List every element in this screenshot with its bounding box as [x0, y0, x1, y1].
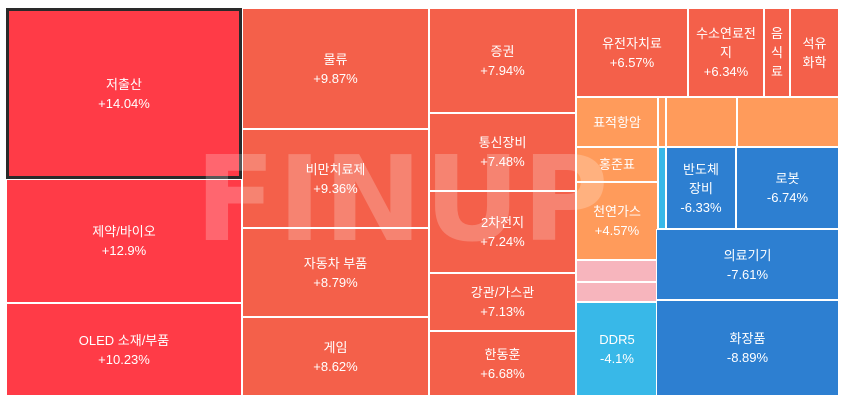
tile-change: +6.68%: [480, 365, 525, 381]
tile-name: 한동훈: [484, 346, 521, 362]
tile-change: +8.62%: [313, 358, 358, 374]
tile-name: 증권: [490, 43, 515, 59]
tile-change: +4.57%: [594, 223, 640, 238]
treemap-tile[interactable]: OLED 소재/부품 +10.23%: [6, 303, 242, 396]
tile-name: 통신장비: [478, 135, 527, 150]
treemap-tile[interactable]: 의료기기 -7.61%: [656, 229, 839, 300]
treemap-tile[interactable]: 로봇 -6.74%: [736, 147, 839, 229]
tile-change: +8.79%: [313, 274, 358, 290]
treemap-tile[interactable]: 화장품 -8.89%: [656, 300, 839, 396]
tile-change: +12.9%: [101, 243, 147, 258]
tile-change: +9.87%: [313, 70, 358, 86]
tile-name: 유전자치료: [602, 35, 662, 51]
tile-name: DDR5: [599, 332, 635, 347]
treemap-tile[interactable]: 자동차 부품 +8.79%: [242, 228, 429, 317]
treemap-tile[interactable]: 홍준표: [576, 147, 658, 182]
treemap-tile[interactable]: 한동훈 +6.68%: [429, 331, 576, 396]
treemap-tile[interactable]: [666, 97, 737, 147]
treemap-tile[interactable]: 저출산 +14.04%: [6, 8, 242, 179]
treemap-tile[interactable]: [576, 260, 658, 282]
tile-change: +9.36%: [313, 180, 358, 196]
tile-name: 자동차 부품: [303, 255, 368, 271]
treemap-tile[interactable]: 음 식 료: [764, 8, 790, 97]
tile-change: -4.1%: [600, 351, 634, 366]
treemap-tile[interactable]: [576, 282, 658, 302]
tile-name: OLED 소재/부품: [78, 332, 170, 348]
tile-change: -6.74%: [766, 190, 809, 205]
tile-name: 의료기기: [723, 247, 772, 263]
tile-change: +7.13%: [480, 304, 525, 319]
tile-change: +6.57%: [609, 54, 655, 70]
treemap-tile[interactable]: 표적항암: [576, 97, 658, 147]
treemap-tile[interactable]: 수소연료전 지 +6.34%: [688, 8, 764, 97]
tile-name: 2차전지: [480, 215, 525, 230]
treemap-tile[interactable]: 제약/바이오 +12.9%: [6, 179, 242, 303]
treemap-tile[interactable]: 강관/가스관 +7.13%: [429, 273, 576, 331]
treemap-tile[interactable]: [658, 97, 666, 147]
tile-change: +10.23%: [98, 351, 150, 367]
tile-change: +7.94%: [480, 62, 525, 78]
treemap-tile[interactable]: 통신장비 +7.48%: [429, 113, 576, 191]
treemap-tile[interactable]: 2차전지 +7.24%: [429, 191, 576, 273]
tile-name: 물류: [323, 51, 348, 67]
tile-name: 석유 화학: [802, 35, 827, 70]
tile-name: 수소연료전 지: [696, 26, 756, 60]
tile-change: -7.61%: [726, 266, 769, 282]
tile-name: 화장품: [729, 331, 766, 346]
tile-name: 음 식 료: [771, 26, 783, 79]
tile-name: 비만치료제: [305, 161, 366, 177]
treemap-tile[interactable]: 물류 +9.87%: [242, 8, 429, 129]
tile-change: +7.48%: [480, 154, 525, 169]
treemap-tile[interactable]: 비만치료제 +9.36%: [242, 129, 429, 228]
tile-name: 저출산: [106, 76, 142, 92]
treemap-tile[interactable]: 게임 +8.62%: [242, 317, 429, 396]
treemap-tile[interactable]: 석유 화학: [790, 8, 839, 97]
tile-name: 로봇: [775, 171, 800, 186]
tile-change: +14.04%: [98, 95, 150, 111]
tile-change: -8.89%: [726, 350, 769, 365]
treemap-tile[interactable]: [737, 97, 839, 147]
tile-name: 반도체 장비: [683, 161, 719, 196]
tile-name: 표적항암: [593, 114, 641, 130]
tile-change: +7.24%: [480, 234, 525, 249]
treemap-tile[interactable]: [658, 147, 666, 229]
tile-change: +6.34%: [703, 64, 749, 79]
treemap-tile[interactable]: 천연가스 +4.57%: [576, 182, 658, 260]
treemap-tile[interactable]: 반도체 장비 -6.33%: [666, 147, 736, 229]
tile-name: 홍준표: [599, 157, 635, 172]
tile-name: 천연가스: [593, 204, 641, 219]
tile-name: 제약/바이오: [92, 224, 156, 239]
tile-name: 강관/가스관: [470, 285, 535, 300]
treemap-tile[interactable]: DDR5 -4.1%: [576, 302, 658, 396]
tile-name: 게임: [323, 339, 348, 355]
tile-change: -6.33%: [680, 199, 722, 215]
treemap-tile[interactable]: 유전자치료 +6.57%: [576, 8, 688, 97]
treemap-tile[interactable]: 증권 +7.94%: [429, 8, 576, 113]
